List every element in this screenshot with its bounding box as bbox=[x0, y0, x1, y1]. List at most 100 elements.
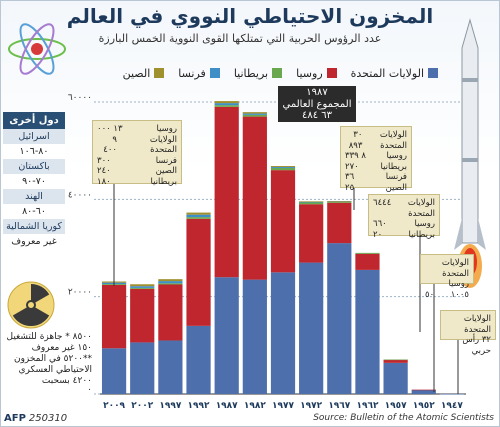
legend-item-china: الصين bbox=[123, 66, 165, 80]
country: بريطانيا bbox=[150, 176, 177, 187]
count: ٢٥ bbox=[345, 182, 355, 193]
x-tick-label: ١٩٩٢ bbox=[188, 401, 210, 411]
count: ١٣ ٠٠٠ bbox=[97, 124, 123, 134]
country: الولايات المتحدة bbox=[149, 134, 177, 156]
x-tick-label: ١٩٥٧ bbox=[385, 401, 407, 411]
other-countries-header: دول أخرى bbox=[3, 112, 65, 129]
bar-segment bbox=[383, 359, 408, 363]
legend-item-usa: الولايات المتحدة bbox=[351, 66, 438, 80]
count: ٣٠٠ bbox=[97, 155, 111, 166]
country: بريطانيا bbox=[408, 229, 435, 240]
other-countries-panel: دول أخرى اسرائيل ٨٠-١٠٦ باكستان ٧٠-٩٠ ال… bbox=[3, 112, 65, 249]
afp-logo-text: AFP bbox=[4, 413, 26, 424]
bar-segment bbox=[383, 359, 408, 361]
legend-swatch bbox=[209, 68, 220, 78]
country: روسيا bbox=[414, 219, 436, 229]
legend-label: روسيا bbox=[296, 66, 323, 80]
callout-row: الولايات المتحدة ٣٠ ٨٩٣ bbox=[345, 130, 407, 151]
bar-segment bbox=[130, 288, 155, 343]
footnote: ٨٥٠٠ * جاهزة للتشغيل bbox=[6, 332, 93, 342]
bar-segment bbox=[158, 281, 183, 284]
total-value: ٦٣ ٤٨٤ bbox=[301, 110, 333, 121]
footnote: ٤٢٠٠ بسحبت bbox=[41, 376, 92, 386]
bar-segment bbox=[242, 112, 267, 114]
callout-1967: الولايات المتحدة ٣٠ ٨٩٣ روسيا ٨ ٣٣٩ بريطان… bbox=[340, 126, 412, 193]
bar-segment bbox=[270, 167, 296, 171]
callout-row: الصين ٢٤٠ bbox=[97, 166, 177, 177]
bar-segment bbox=[299, 262, 324, 394]
callout-row: روسيا ٦٦٠ bbox=[373, 219, 435, 230]
footnotes: ٨٥٠٠ * جاهزة للتشغيل ١٥٠ غير معروف **٥٢٠… bbox=[4, 332, 93, 387]
bar-segment bbox=[101, 284, 127, 349]
count: ٣٦ bbox=[345, 172, 355, 182]
bar-segment bbox=[242, 116, 267, 280]
footnote: ١٥٠ غير معروف bbox=[31, 343, 92, 353]
world-total-box: ١٩٨٧ المجموع العالمي ٦٣ ٤٨٤ bbox=[278, 86, 356, 122]
country-name: كوريا الشمالية bbox=[3, 219, 65, 234]
bar-segment bbox=[327, 201, 352, 202]
country: الولايات المتحدة bbox=[379, 130, 407, 151]
bar-segment bbox=[242, 279, 267, 394]
country: الولايات المتحدة bbox=[407, 198, 435, 219]
bar-segment bbox=[214, 106, 239, 278]
x-tick-label: ١٩٦٧ bbox=[328, 401, 350, 411]
bar-segment bbox=[355, 252, 380, 254]
callout-line: الولايات المتحدة روسيا bbox=[441, 258, 469, 289]
bar-segment bbox=[186, 217, 211, 219]
bar-segment bbox=[299, 204, 324, 263]
bar-segment bbox=[299, 201, 324, 202]
count: ٢٧٠ bbox=[345, 161, 359, 172]
country: الصين bbox=[155, 166, 177, 176]
count: ١٨٠ bbox=[97, 176, 111, 187]
count: ٦٦٠ bbox=[373, 219, 387, 229]
bar-segment bbox=[186, 214, 211, 218]
x-tick-label: ١٩٨٢ bbox=[244, 401, 266, 411]
chart-subtitle: عدد الرؤوس الحربية التي تمتلكها القوى ال… bbox=[98, 32, 382, 45]
afp-code: 250310 bbox=[28, 413, 68, 424]
bar-segment bbox=[242, 114, 267, 117]
x-tick-label: ٢٠٠٢ bbox=[131, 401, 153, 411]
bar-segment bbox=[411, 389, 436, 391]
country-value: ٨٠-١٠٦ bbox=[3, 144, 65, 159]
callout-row: فرنسا ٣٠٠ bbox=[97, 156, 177, 167]
count: ٦٤٤٤ bbox=[373, 198, 392, 208]
source-note: Source: Bulletin of the Atomic Scientist… bbox=[313, 413, 494, 423]
country: روسيا bbox=[156, 124, 178, 134]
x-tick-label: ١٩٨٧ bbox=[216, 401, 238, 411]
bar-segment bbox=[214, 103, 239, 106]
y-tick-label: ٦٠٠٠٠ bbox=[68, 93, 92, 103]
bar-segment bbox=[439, 393, 465, 395]
callout-row: ١٠٠٥ ٥٠ bbox=[425, 290, 469, 301]
y-tick-label: ٤٠٠٠٠ bbox=[68, 190, 92, 200]
count: ١٠٠٥ bbox=[450, 289, 469, 300]
callout-line: الولايات المتحدة bbox=[463, 314, 491, 335]
bar-segment bbox=[158, 284, 183, 341]
callout-row: الولايات المتحدة ٩ ٤٠٠ bbox=[97, 135, 177, 156]
callout-row: بريطانيا ١٨٠ bbox=[97, 177, 177, 188]
callout-1957: الولايات المتحدة ٦٤٤٤ روسيا ٦٦٠ بريطانيا ٢٠ bbox=[368, 194, 440, 240]
legend-swatch bbox=[326, 68, 337, 78]
legend-item-france: فرنسا bbox=[178, 66, 220, 80]
bar-segment bbox=[130, 342, 155, 394]
bar-segment bbox=[186, 212, 211, 215]
count: ٣٠ ٨٩٣ bbox=[348, 130, 363, 151]
bar-segment bbox=[270, 166, 296, 168]
country-value: غير معروف bbox=[3, 234, 65, 249]
bar-segment bbox=[214, 277, 239, 394]
legend-swatch bbox=[428, 68, 438, 78]
callout-1947: الولايات المتحدة ٣٢ رأس حربي bbox=[440, 310, 496, 356]
bar-segment bbox=[242, 113, 267, 115]
atom-icon bbox=[8, 23, 66, 75]
count: ٨ ٣٣٩ bbox=[345, 151, 366, 161]
callout-row: روسيا ١٣ ٠٠٠ bbox=[97, 124, 177, 135]
bar-segment bbox=[158, 279, 183, 282]
x-tick-label: ١٩٩٧ bbox=[159, 401, 181, 411]
bar-segment bbox=[130, 287, 155, 289]
y-tick-label: ٢٠٠٠٠ bbox=[68, 288, 92, 298]
total-year: ١٩٨٧ bbox=[306, 87, 328, 98]
callout-1952: الولايات المتحدة روسيا ١٠٠٥ ٥٠ bbox=[420, 254, 474, 300]
count: ٥٠ bbox=[425, 289, 435, 300]
legend-swatch bbox=[154, 68, 165, 78]
bar-segment bbox=[130, 286, 155, 288]
